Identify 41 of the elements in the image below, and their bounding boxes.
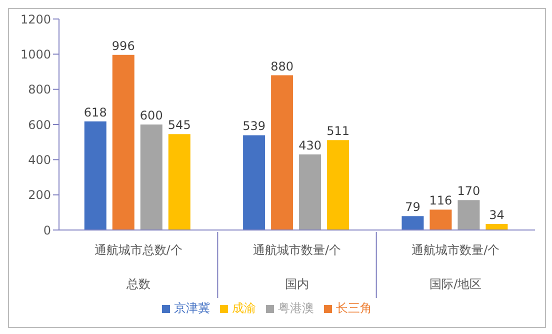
bar [402,216,424,230]
data-label: 79 [405,200,420,214]
data-label: 600 [140,108,163,122]
x-tick-label: 通航城市数量/个 [412,243,500,257]
bar [140,124,162,230]
data-label: 618 [84,105,107,120]
bar [271,75,294,230]
legend-label: 成渝 [232,301,256,315]
text: 总数 [125,277,150,291]
data-label: 539 [242,119,266,134]
bar [112,54,134,230]
data-label: 545 [168,118,191,132]
data-label: 170 [457,184,480,198]
text: 国际/地区 [430,277,482,291]
y-tick-label: 400 [28,152,51,167]
y-tick-label: 200 [28,188,51,202]
data-label: 511 [326,124,350,138]
data-label: 880 [270,59,294,74]
y-tick-label: 1200 [20,12,51,26]
bar [299,154,322,230]
x-tick-label: 通航城市数量/个 [252,243,342,257]
bar [168,134,190,230]
y-tick-label: 0 [43,223,51,238]
x-tick-label: 通航城市总数/个 [94,243,182,257]
bar [84,121,106,230]
bar [486,224,508,230]
y-tick-label: 1000 [20,47,51,62]
legend-label: 粤港澳 [278,301,314,315]
data-label: 430 [298,138,322,152]
legend-label: 京津冀 [174,301,210,315]
y-tick-label: 800 [28,82,51,97]
y-tick-label: 600 [28,118,51,132]
data-label: 116 [429,194,452,208]
data-label: 34 [489,208,504,222]
bar [243,135,266,230]
data-label: 996 [112,38,135,53]
bar [430,210,452,230]
legend-label: 长三角 [336,301,372,315]
bar [458,200,480,230]
bar [327,140,350,230]
text: 国内 [285,277,309,291]
